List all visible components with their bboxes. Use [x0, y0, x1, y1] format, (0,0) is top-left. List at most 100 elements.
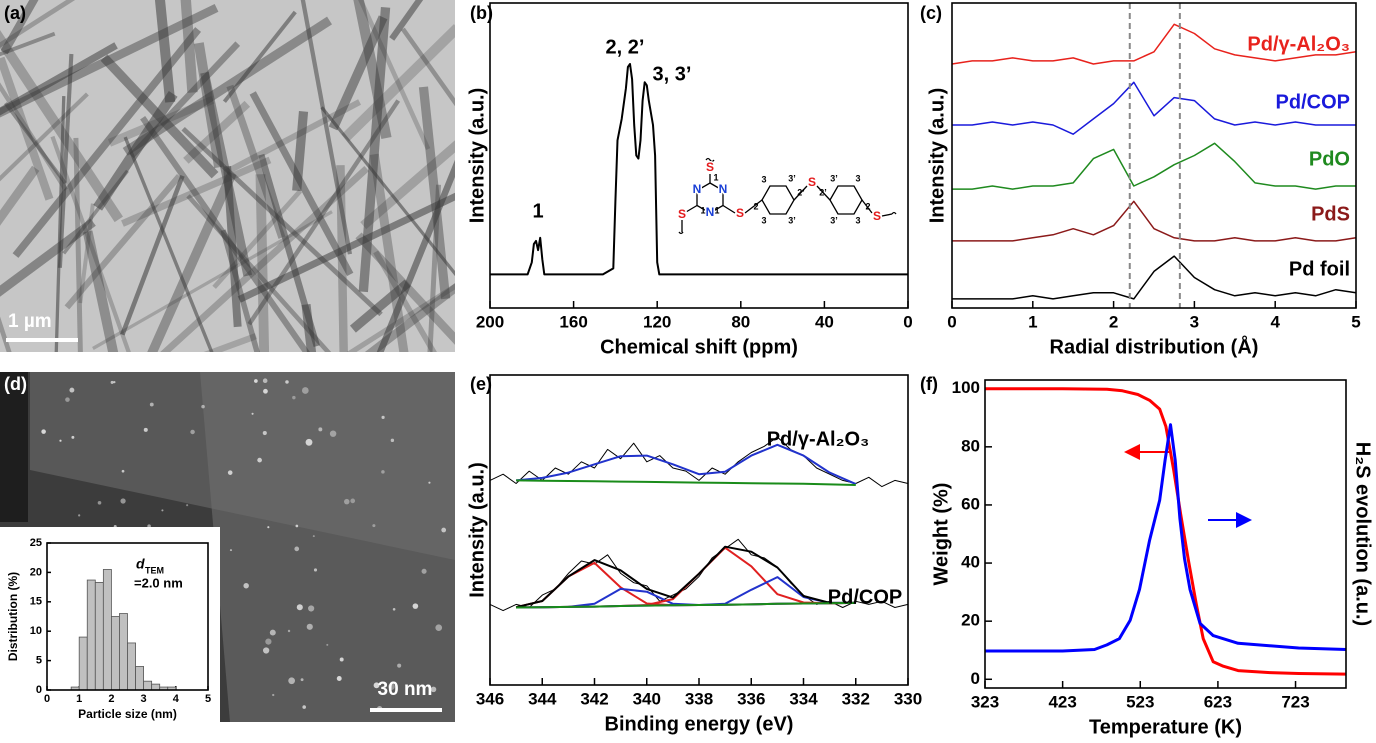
- y2-axis-label: H₂S evolution (a.u.): [1352, 442, 1374, 626]
- x-tick-label: 523: [1126, 692, 1154, 711]
- nanoparticle: [392, 607, 396, 611]
- nanoparticle: [288, 677, 296, 685]
- structure-label: 3’: [830, 173, 838, 183]
- nanoparticle: [262, 430, 267, 436]
- nanoparticle: [267, 526, 270, 529]
- x-tick-label: 423: [1048, 692, 1076, 711]
- nanoparticle: [113, 381, 116, 384]
- structure-label: 2’: [819, 187, 827, 197]
- plot-frame: [489, 2, 909, 309]
- x-tick-label: 0: [44, 693, 50, 705]
- nanoparticle: [269, 629, 276, 636]
- nanoparticle: [344, 498, 350, 505]
- image-band: [200, 372, 455, 722]
- series-line: [515, 545, 856, 609]
- structure-label: S: [678, 207, 686, 221]
- y-tick-label: 15: [30, 596, 42, 608]
- nanoparticle: [253, 379, 258, 383]
- x-tick-label: 323: [971, 692, 999, 711]
- nanorod: [255, 174, 271, 352]
- nanoparticle: [272, 693, 275, 697]
- histogram-bar: [127, 642, 136, 691]
- series-line: [952, 255, 1357, 300]
- nanorod: [220, 229, 282, 352]
- nanorod: [258, 153, 320, 348]
- nanoparticle: [257, 457, 262, 463]
- histogram-bar: [143, 680, 153, 691]
- nanorod: [0, 165, 40, 269]
- x-tick-label: 340: [633, 689, 661, 708]
- y-tick-label: 20: [961, 611, 980, 630]
- nanorod: [100, 54, 219, 179]
- series-label: Pd/COP: [1276, 91, 1350, 113]
- nanoparticle: [285, 380, 289, 384]
- series-label: Pd foil: [1289, 258, 1350, 280]
- nanoparticle: [251, 412, 254, 415]
- benzene-ring: [761, 185, 795, 215]
- nanoparticle: [339, 657, 344, 662]
- nanorod: [301, 303, 319, 352]
- nanorod: [373, 250, 455, 352]
- nanorod: [178, 0, 198, 93]
- x-tick-label: 1: [76, 693, 82, 705]
- bond: [681, 174, 893, 232]
- nanoparticle: [149, 402, 154, 407]
- nanorod: [292, 111, 309, 192]
- nanorod: [186, 194, 390, 352]
- structure-label: S: [808, 175, 816, 189]
- nanorod: [320, 106, 455, 343]
- nanorod: [360, 68, 455, 230]
- series-line: [985, 423, 1347, 653]
- nanorod: [294, 0, 431, 151]
- nanorod: [129, 41, 241, 159]
- nanorod: [349, 279, 411, 333]
- structure-label: S: [873, 209, 881, 223]
- structure-label: 1: [713, 172, 718, 182]
- nanoparticle: [294, 546, 300, 552]
- series-line: [516, 443, 857, 486]
- annotation: Pd/γ-Al₂O₃: [767, 428, 870, 450]
- plot-frame: [951, 2, 1357, 309]
- nanorod: [122, 16, 332, 156]
- nanorod: [341, 24, 455, 142]
- x-axis-label: Particle size (nm): [78, 707, 177, 721]
- nanoparticle: [390, 438, 395, 443]
- histogram-bar: [86, 579, 96, 691]
- nanoparticle: [329, 430, 337, 437]
- nanoparticle: [326, 643, 329, 646]
- nanorod: [0, 92, 89, 239]
- x-axis-label: Radial distribution (Å): [1050, 334, 1259, 358]
- structure-label: N: [719, 182, 728, 196]
- nanoparticle: [69, 387, 75, 393]
- nanoparticle: [428, 481, 431, 484]
- x-tick-label: 3: [141, 693, 147, 705]
- nanorod: [82, 230, 130, 352]
- nanoparticle: [308, 605, 315, 612]
- x-tick-label: 623: [1204, 692, 1232, 711]
- nanoparticle: [292, 395, 296, 400]
- nanorod: [0, 4, 219, 146]
- nanoparticle: [263, 388, 268, 394]
- structure-label: 3’: [788, 173, 796, 183]
- nanoparticle: [300, 678, 304, 682]
- structure-label: 2’: [797, 187, 805, 197]
- nanorod: [223, 166, 242, 328]
- series-line: [952, 200, 1357, 242]
- plot-frame: [984, 379, 1347, 689]
- histogram-bar: [94, 581, 104, 691]
- structure-label: 1: [700, 205, 705, 215]
- y-tick-label: 100: [952, 378, 980, 397]
- nanorod: [193, 42, 225, 169]
- y-tick-label: 60: [961, 494, 980, 513]
- nanorod: [0, 19, 68, 192]
- y-tick-label: 20: [30, 566, 42, 578]
- nanoparticle: [313, 568, 318, 572]
- scale-bar-label: 1 µm: [8, 311, 52, 332]
- nanoparticle: [412, 603, 419, 609]
- series-line: [985, 387, 1347, 676]
- x-tick-label: 120: [643, 312, 671, 331]
- nanorod: [358, 7, 391, 293]
- nanorod: [225, 99, 362, 175]
- annotation-subscript: TEM: [145, 565, 164, 575]
